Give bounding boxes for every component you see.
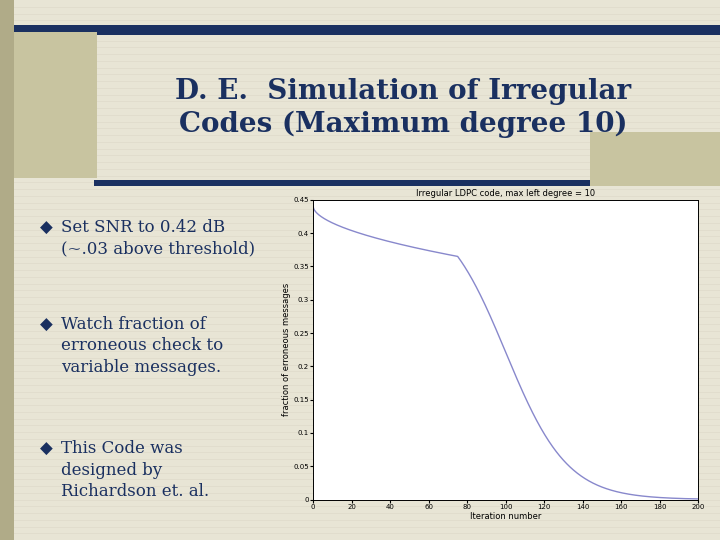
Title: Irregular LDPC code, max left degree = 10: Irregular LDPC code, max left degree = 1… (416, 188, 595, 198)
Bar (94, 180, 720, 186)
X-axis label: Iteration number: Iteration number (470, 512, 541, 522)
Text: This Code was
designed by
Richardson et. al.: This Code was designed by Richardson et.… (61, 440, 210, 500)
Bar (14, 32, 97, 178)
Bar (0, 25, 720, 35)
Text: ◆: ◆ (40, 219, 53, 237)
Bar (590, 132, 720, 186)
Text: Set SNR to 0.42 dB
(~.03 above threshold): Set SNR to 0.42 dB (~.03 above threshold… (61, 219, 256, 257)
Bar (0, 0, 14, 540)
Text: ◆: ◆ (40, 440, 53, 458)
Text: D. E.  Simulation of Irregular
Codes (Maximum degree 10): D. E. Simulation of Irregular Codes (Max… (175, 78, 631, 138)
Text: Watch fraction of
erroneous check to
variable messages.: Watch fraction of erroneous check to var… (61, 316, 223, 376)
Y-axis label: fraction of erroneous messages: fraction of erroneous messages (282, 283, 291, 416)
Text: ◆: ◆ (40, 316, 53, 334)
